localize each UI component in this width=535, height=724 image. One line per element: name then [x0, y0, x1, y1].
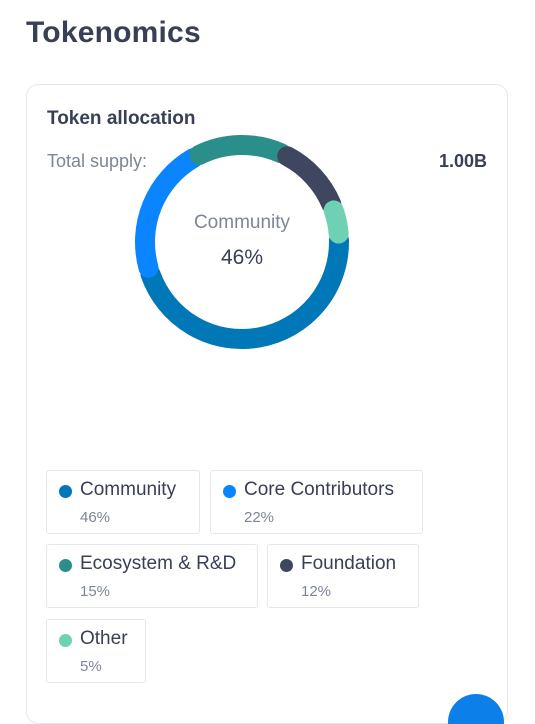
donut-center-value: 46%	[220, 246, 264, 269]
legend-item-core-contributors[interactable]: Core Contributors 22%	[210, 470, 423, 534]
legend-dot-icon	[59, 634, 72, 647]
legend-label: Other	[80, 628, 128, 649]
allocation-donut-chart	[135, 135, 349, 349]
legend-label: Core Contributors	[244, 479, 394, 500]
donut-segments	[135, 135, 349, 349]
token-allocation-card: Token allocation Total supply: 1.00B	[26, 84, 508, 724]
card-title: Token allocation	[47, 108, 196, 129]
legend-percent: 12%	[301, 583, 332, 600]
donut-center-label: Community	[193, 212, 291, 233]
total-supply-label: Total supply:	[47, 151, 148, 171]
legend-percent: 5%	[80, 658, 102, 675]
legend-dot-icon	[59, 485, 72, 498]
legend-percent: 22%	[244, 509, 275, 526]
legend-dot-icon	[223, 485, 236, 498]
legend-label: Community	[80, 479, 177, 500]
legend-item-community[interactable]: Community 46%	[46, 470, 200, 534]
donut-segment-core-contributors[interactable]	[135, 148, 204, 278]
legend-label: Foundation	[301, 553, 397, 574]
total-supply-value: 1.00B	[438, 151, 487, 171]
legend-item-foundation[interactable]: Foundation 12%	[267, 544, 419, 608]
donut-segment-foundation[interactable]	[277, 146, 342, 215]
donut-segment-ecosystem-r-d[interactable]	[189, 135, 292, 165]
donut-segment-community[interactable]	[140, 230, 349, 349]
legend-dot-icon	[280, 559, 293, 572]
donut-segment-other[interactable]	[323, 200, 349, 244]
legend-label: Ecosystem & R&D	[80, 553, 237, 574]
legend-percent: 15%	[80, 583, 111, 600]
legend-percent: 46%	[80, 509, 111, 526]
legend-item-ecosystem[interactable]: Ecosystem & R&D 15%	[46, 544, 258, 608]
page-title: Tokenomics	[26, 16, 201, 49]
legend-dot-icon	[59, 559, 72, 572]
legend-item-other[interactable]: Other 5%	[46, 619, 146, 683]
